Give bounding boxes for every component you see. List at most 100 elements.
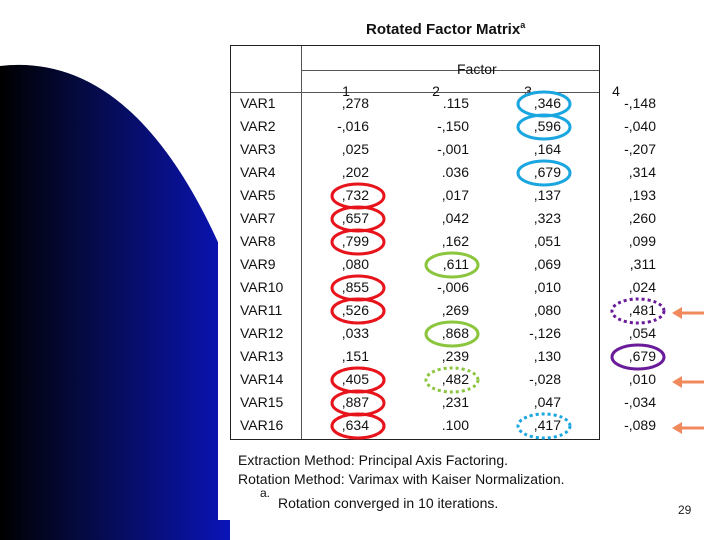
table-divider <box>301 46 302 439</box>
loading-cell-factor-4: -,148 <box>624 95 656 111</box>
loading-cell-factor-3: ,010 <box>533 279 561 295</box>
variable-name: VAR8 <box>240 233 276 249</box>
table-row: VAR15 ,887 ,231 ,047 -,034 <box>218 392 656 415</box>
variable-name: VAR1 <box>240 95 276 111</box>
table-row: VAR2 -,016 -,150 ,596 -,040 <box>218 116 656 139</box>
loading-cell-factor-3: ,417 <box>533 417 561 433</box>
loading-cell-factor-4: ,054 <box>628 325 656 341</box>
variable-name: VAR16 <box>240 417 284 433</box>
loading-cell-factor-2: ,231 <box>441 394 469 410</box>
variable-name: VAR14 <box>240 371 284 387</box>
variable-name: VAR5 <box>240 187 276 203</box>
loading-cell-factor-4: ,481 <box>628 302 656 318</box>
loading-cell-factor-4: -,034 <box>624 394 656 410</box>
factor-header: Factor <box>457 61 497 77</box>
loading-cell-factor-4: ,099 <box>628 233 656 249</box>
loading-cell-factor-1: ,278 <box>341 95 369 111</box>
loading-cell-factor-3: ,679 <box>533 164 561 180</box>
table-row: VAR16 ,634 .100 ,417 -,089 <box>218 415 656 438</box>
footnote-marker: a. <box>260 486 271 500</box>
variable-name: VAR9 <box>240 256 276 272</box>
loading-cell-factor-1: ,080 <box>341 256 369 272</box>
loading-cell-factor-3: ,323 <box>533 210 561 226</box>
loading-cell-factor-2: ,611 <box>442 256 469 272</box>
loading-cell-factor-1: ,855 <box>341 279 369 295</box>
loading-cell-factor-4: ,311 <box>629 256 656 272</box>
loading-cell-factor-3: ,051 <box>533 233 561 249</box>
loading-cell-factor-3: ,047 <box>533 394 561 410</box>
column-header: 2 <box>432 83 440 99</box>
loading-cell-factor-2: ,482 <box>441 371 469 387</box>
loading-cell-factor-4: -,207 <box>624 141 656 157</box>
loading-cell-factor-4: ,260 <box>628 210 656 226</box>
table-row: VAR9 ,080 ,611 ,069 ,311 <box>218 254 656 277</box>
table-row: VAR10 ,855 -,006 ,010 ,024 <box>218 277 656 300</box>
table-divider <box>231 92 599 93</box>
loading-cell-factor-2: .100 <box>441 417 469 433</box>
loading-cell-factor-2: ,042 <box>441 210 469 226</box>
table-row: VAR5 ,732 ,017 ,137 ,193 <box>218 185 656 208</box>
loading-cell-factor-2: -,150 <box>437 118 469 134</box>
loading-cell-factor-2: ,017 <box>441 187 469 203</box>
loading-cell-factor-2: ,239 <box>441 348 469 364</box>
variable-name: VAR12 <box>240 325 284 341</box>
loading-cell-factor-1: ,025 <box>341 141 369 157</box>
loading-cell-factor-3: ,164 <box>533 141 561 157</box>
loading-cell-factor-1: ,151 <box>341 348 369 364</box>
variable-name: VAR3 <box>240 141 276 157</box>
variable-name: VAR13 <box>240 348 284 364</box>
loading-cell-factor-3: -,028 <box>529 371 561 387</box>
table-row: VAR12 ,033 ,868 -,126 ,054 <box>218 323 656 346</box>
loading-cell-factor-1: ,526 <box>341 302 369 318</box>
factor-matrix-panel: Rotated Factor Matrixa Factor 1 2 3 4 VA… <box>218 0 656 520</box>
loading-cell-factor-1: ,033 <box>341 325 369 341</box>
loading-cell-factor-3: ,080 <box>533 302 561 318</box>
loading-cell-factor-1: ,202 <box>341 164 369 180</box>
table-row: VAR14 ,405 ,482 -,028 ,010 <box>218 369 656 392</box>
extraction-note: Extraction Method: Principal Axis Factor… <box>238 452 509 468</box>
table-row: VAR8 ,799 ,162 ,051 ,099 <box>218 231 656 254</box>
slide-number: 29 <box>678 503 692 517</box>
loading-cell-factor-2: -,006 <box>437 279 469 295</box>
factor-matrix-table: Factor 1 2 3 4 <box>230 45 620 440</box>
loading-cell-factor-3: ,069 <box>533 256 561 272</box>
table-title: Rotated Factor Matrixa <box>366 20 526 38</box>
loading-cell-factor-3: -,126 <box>529 325 561 341</box>
loading-cell-factor-1: ,887 <box>341 394 369 410</box>
column-header: 1 <box>342 83 350 99</box>
loading-cell-factor-3: ,130 <box>533 348 561 364</box>
loading-cell-factor-2: .115 <box>442 95 469 111</box>
loading-cell-factor-2: .036 <box>441 164 469 180</box>
loading-cell-factor-1: ,732 <box>341 187 369 203</box>
loading-cell-factor-1: ,657 <box>341 210 369 226</box>
table-row: VAR3 ,025 -,001 ,164 -,207 <box>218 139 656 162</box>
loading-cell-factor-2: ,868 <box>441 325 469 341</box>
loading-cell-factor-4: -,089 <box>624 417 656 433</box>
table-row: VAR13 ,151 ,239 ,130 ,679 <box>218 346 656 369</box>
loading-cell-factor-4: ,024 <box>628 279 656 295</box>
table-row: VAR11 ,526 ,269 ,080 ,481 <box>218 300 656 323</box>
loading-cell-factor-2: ,162 <box>441 233 469 249</box>
table-row: VAR7 ,657 ,042 ,323 ,260 <box>218 208 656 231</box>
table-divider <box>301 70 599 71</box>
loading-cell-factor-1: ,405 <box>341 371 369 387</box>
loading-cell-factor-1: -,016 <box>337 118 369 134</box>
loading-cell-factor-4: ,314 <box>628 164 656 180</box>
variable-name: VAR15 <box>240 394 284 410</box>
footnote-text: Rotation converged in 10 iterations. <box>278 495 499 511</box>
variable-name: VAR4 <box>240 164 276 180</box>
loading-cell-factor-4: ,010 <box>628 371 656 387</box>
variable-name: VAR7 <box>240 210 276 226</box>
loading-cell-factor-3: ,137 <box>533 187 561 203</box>
variable-name: VAR11 <box>240 302 283 318</box>
loading-cell-factor-4: ,679 <box>628 348 656 364</box>
table-row: VAR4 ,202 .036 ,679 ,314 <box>218 162 656 185</box>
loading-cell-factor-3: ,596 <box>533 118 561 134</box>
loading-cell-factor-1: ,634 <box>341 417 369 433</box>
loading-cell-factor-3: ,346 <box>533 95 561 111</box>
variable-name: VAR2 <box>240 118 276 134</box>
table-row: VAR1 ,278 .115 ,346 -,148 <box>218 93 656 116</box>
loading-cell-factor-4: ,193 <box>628 187 656 203</box>
variable-name: VAR10 <box>240 279 284 295</box>
